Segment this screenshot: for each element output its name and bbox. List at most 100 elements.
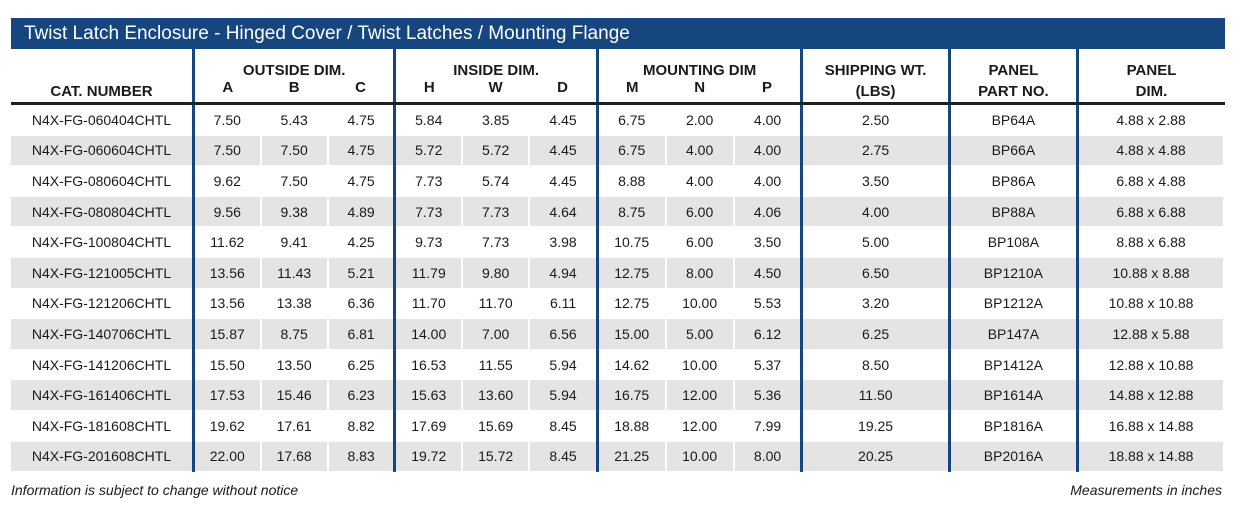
- cell-outside-c: 8.83: [327, 441, 397, 472]
- table-row: N4X-FG-161406CHTL 17.53 15.46 6.23 15.63 13.6…: [11, 379, 1226, 411]
- cell-inside-h: 5.84: [394, 103, 464, 136]
- cell-mount-p: 4.50: [733, 257, 804, 289]
- table-row: N4X-FG-080804CHTL 9.56 9.38 4.89 7.73 7.73 4.6…: [11, 196, 1226, 227]
- cell-cat-number: N4X-FG-100804CHTL: [11, 226, 195, 258]
- header-sub-m: M: [597, 79, 666, 105]
- cell-mount-n: 4.00: [665, 135, 735, 166]
- cell-mount-m: 12.75: [597, 288, 667, 319]
- cell-cat-number: N4X-FG-121206CHTL: [11, 288, 195, 319]
- cell-outside-b: 13.50: [260, 349, 329, 380]
- cell-inside-w: 11.55: [462, 349, 531, 380]
- cell-outside-a: 11.62: [193, 226, 262, 258]
- cell-inside-w: 5.74: [462, 165, 531, 197]
- cell-mount-p: 7.99: [733, 410, 804, 442]
- table-row: N4X-FG-140706CHTL 15.87 8.75 6.81 14.00 7.00 6…: [11, 318, 1226, 350]
- units-note: Measurements in inches: [1070, 482, 1222, 498]
- cell-outside-a: 9.62: [193, 165, 262, 197]
- table-row: N4X-FG-121206CHTL 13.56 13.38 6.36 11.70 11.7…: [11, 288, 1226, 319]
- cell-outside-c: 4.25: [327, 226, 397, 258]
- cell-mount-m: 18.88: [597, 410, 667, 442]
- cell-inside-d: 6.56: [529, 318, 599, 350]
- cell-shipping-wt: 8.50: [801, 349, 951, 380]
- cell-outside-a: 7.50: [193, 135, 262, 166]
- cell-inside-d: 4.45: [529, 135, 599, 166]
- cell-mount-n: 10.00: [665, 349, 735, 380]
- cell-inside-w: 7.73: [462, 226, 531, 258]
- cell-outside-b: 7.50: [260, 135, 329, 166]
- cell-inside-w: 7.73: [462, 196, 531, 227]
- header-sub-n: N: [665, 79, 734, 105]
- cell-panel-dim: 12.88 x 5.88: [1077, 318, 1226, 350]
- header-shipping-wt: SHIPPING WT. (LBS): [801, 49, 951, 105]
- cell-mount-m: 16.75: [597, 379, 667, 411]
- disclaimer-note: Information is subject to change without…: [11, 482, 299, 498]
- cell-outside-b: 13.38: [260, 288, 329, 319]
- cell-mount-n: 10.00: [665, 441, 735, 472]
- cell-outside-a: 7.50: [193, 103, 262, 136]
- cell-shipping-wt: 5.00: [801, 226, 951, 258]
- cell-panel-dim: 6.88 x 4.88: [1077, 165, 1226, 197]
- header-sub-d: D: [529, 79, 599, 105]
- header-outside-dim: OUTSIDE DIM.: [193, 49, 397, 79]
- cell-outside-c: 4.75: [327, 165, 397, 197]
- cell-panel-dim: 14.88 x 12.88: [1077, 379, 1226, 411]
- cell-inside-h: 7.73: [394, 196, 464, 227]
- cell-outside-a: 13.56: [193, 257, 262, 289]
- cell-mount-p: 4.00: [733, 165, 804, 197]
- cell-mount-p: 5.36: [733, 379, 804, 411]
- cell-mount-p: 4.06: [733, 196, 804, 227]
- cell-outside-c: 4.89: [327, 196, 397, 227]
- cell-mount-n: 6.00: [665, 226, 735, 258]
- cell-panel-part-no: BP64A: [949, 103, 1080, 136]
- cell-outside-c: 6.81: [327, 318, 397, 350]
- cell-inside-d: 3.98: [529, 226, 599, 258]
- cell-outside-a: 17.53: [193, 379, 262, 411]
- cell-mount-m: 8.75: [597, 196, 667, 227]
- cell-cat-number: N4X-FG-060604CHTL: [11, 135, 195, 166]
- cell-outside-b: 7.50: [260, 165, 329, 197]
- cell-outside-b: 17.68: [260, 441, 329, 472]
- cell-inside-h: 9.73: [394, 226, 464, 258]
- cell-inside-d: 6.11: [529, 288, 599, 319]
- cell-mount-n: 5.00: [665, 318, 735, 350]
- header-panel-part-no: PANEL PART NO.: [949, 49, 1080, 105]
- cell-mount-p: 4.00: [733, 135, 804, 166]
- cell-panel-part-no: BP1210A: [949, 257, 1080, 289]
- header-sub-b: B: [260, 79, 328, 105]
- cell-cat-number: N4X-FG-141206CHTL: [11, 349, 195, 380]
- cell-mount-p: 8.00: [733, 441, 804, 472]
- cell-mount-n: 6.00: [665, 196, 735, 227]
- cell-mount-n: 2.00: [665, 103, 735, 136]
- cell-inside-w: 11.70: [462, 288, 531, 319]
- cell-panel-part-no: BP1816A: [949, 410, 1080, 442]
- cell-inside-w: 5.72: [462, 135, 531, 166]
- cell-shipping-wt: 6.25: [801, 318, 951, 350]
- cell-panel-dim: 10.88 x 10.88: [1077, 288, 1226, 319]
- cell-panel-part-no: BP66A: [949, 135, 1080, 166]
- cell-shipping-wt: 3.20: [801, 288, 951, 319]
- cell-outside-c: 4.75: [327, 135, 397, 166]
- header-mounting-dim: MOUNTING DIM: [597, 49, 804, 79]
- cell-outside-b: 9.41: [260, 226, 329, 258]
- cell-mount-m: 6.75: [597, 103, 667, 136]
- cell-panel-dim: 6.88 x 6.88: [1077, 196, 1226, 227]
- cell-mount-m: 14.62: [597, 349, 667, 380]
- cell-cat-number: N4X-FG-161406CHTL: [11, 379, 195, 411]
- cell-outside-b: 8.75: [260, 318, 329, 350]
- cell-inside-d: 4.45: [529, 103, 599, 136]
- cell-inside-d: 5.94: [529, 349, 599, 380]
- cell-inside-h: 19.72: [394, 441, 464, 472]
- cell-mount-m: 12.75: [597, 257, 667, 289]
- header-panel-dim: PANEL DIM.: [1077, 49, 1224, 105]
- cell-cat-number: N4X-FG-181608CHTL: [11, 410, 195, 442]
- cell-mount-p: 6.12: [733, 318, 804, 350]
- cell-outside-a: 13.56: [193, 288, 262, 319]
- cell-panel-part-no: BP88A: [949, 196, 1080, 227]
- cell-outside-c: 6.36: [327, 288, 397, 319]
- cell-outside-b: 9.38: [260, 196, 329, 227]
- cell-inside-w: 7.00: [462, 318, 531, 350]
- cell-shipping-wt: 11.50: [801, 379, 951, 411]
- cell-outside-c: 4.75: [327, 103, 397, 136]
- cell-inside-d: 8.45: [529, 410, 599, 442]
- table-row: N4X-FG-181608CHTL 19.62 17.61 8.82 17.69 15.6…: [11, 410, 1226, 442]
